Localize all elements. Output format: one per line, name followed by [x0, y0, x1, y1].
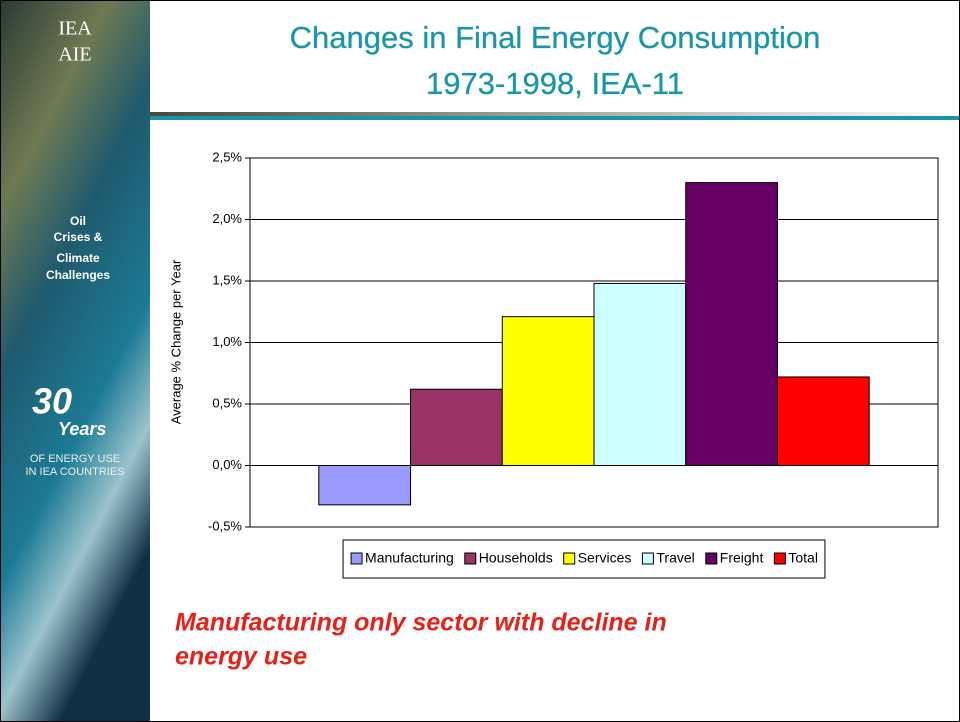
legend-swatch [563, 552, 576, 565]
bar [776, 376, 870, 466]
y-tick-label: 0,0% [212, 457, 242, 472]
badge: Crises & [54, 230, 103, 244]
chart-title: Changes in Final Energy Consumption [290, 20, 821, 55]
legend-swatch [464, 552, 477, 565]
years-number: 30 [32, 381, 72, 422]
y-tick-label: -0,5% [208, 518, 242, 533]
legend-label: Travel [656, 550, 694, 566]
tagline: IN IEA COUNTRIES [25, 466, 124, 478]
logo: AIE [58, 44, 91, 66]
tagline: OF ENERGY USE [30, 453, 120, 465]
footnote: Manufacturing only sector with decline i… [175, 609, 667, 637]
legend-label: Households [479, 550, 553, 566]
legend-swatch [641, 552, 654, 565]
legend-swatch [350, 552, 363, 565]
y-tick-label: 1,5% [212, 272, 242, 287]
footnote: energy use [175, 643, 307, 671]
y-tick-label: 1,0% [212, 334, 242, 349]
legend-label: Services [578, 550, 632, 566]
legend [342, 539, 826, 579]
badge: Climate [56, 251, 100, 265]
bar [318, 465, 412, 506]
y-tick-label: 2,0% [212, 211, 242, 226]
bar [685, 182, 778, 466]
badge: Oil [70, 214, 86, 228]
chart-title: 1973-1998, IEA-11 [426, 66, 684, 101]
y-tick-label: 0,5% [212, 395, 242, 410]
sidebar [0, 0, 150, 722]
y-axis-label: Average % Change per Year [168, 259, 183, 424]
header-rule-teal [150, 116, 960, 120]
header-rule [150, 112, 960, 116]
legend-label: Manufacturing [365, 550, 454, 566]
legend-label: Total [788, 550, 818, 566]
logo: IEA [58, 18, 92, 40]
bar [501, 316, 595, 467]
years-word: Years [58, 419, 106, 439]
badge: Challenges [46, 268, 110, 282]
legend-swatch [705, 552, 718, 565]
bar [410, 388, 503, 466]
legend-label: Freight [720, 550, 764, 566]
y-tick-label: 2,5% [212, 149, 242, 164]
bar [593, 282, 687, 466]
legend-swatch [773, 552, 786, 565]
